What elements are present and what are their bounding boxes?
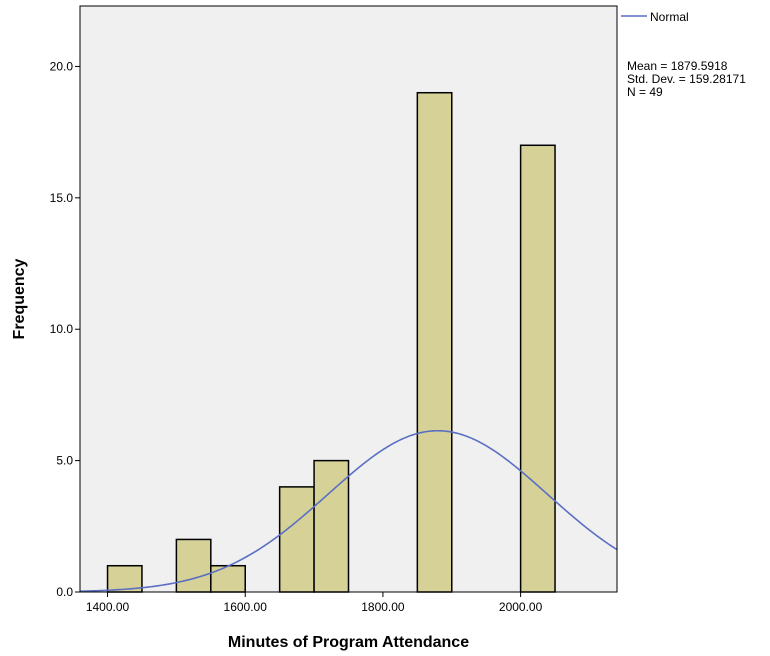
y-tick-label: 0.0 [56,585,73,599]
x-axis-title: Minutes of Program Attendance [228,634,469,651]
legend: Normal [621,10,689,24]
y-axis: 0.0 5.0 10.0 15.0 20.0 [50,59,80,599]
x-axis: 1400.00 1600.00 1800.00 2000.00 [86,592,543,614]
bars-group [106,91,556,593]
curve-group [79,429,618,593]
histogram-bar [210,564,246,593]
x-tick-label: 1800.00 [361,600,405,614]
y-tick-label: 15.0 [50,191,74,205]
y-tick-label: 20.0 [50,59,74,73]
y-tick-label: 5.0 [56,454,73,468]
stats-line: Mean = 1879.5918 [627,59,728,73]
y-axis-title: Frequency [11,258,28,339]
normal-curve-line [79,429,618,593]
legend-label: Normal [650,10,689,24]
x-tick-label: 1600.00 [224,600,268,614]
x-tick-label: 1400.00 [86,600,130,614]
histogram-bar [416,91,453,593]
plot-frame [79,5,618,593]
histogram-bar [519,144,556,593]
y-tick-label: 10.0 [50,322,74,336]
histogram-bar [278,486,315,593]
histogram-bar [175,538,212,593]
stats-line: Std. Dev. = 159.28171 [627,72,746,86]
x-tick-label: 2000.00 [499,600,543,614]
stats-line: N = 49 [627,85,663,99]
